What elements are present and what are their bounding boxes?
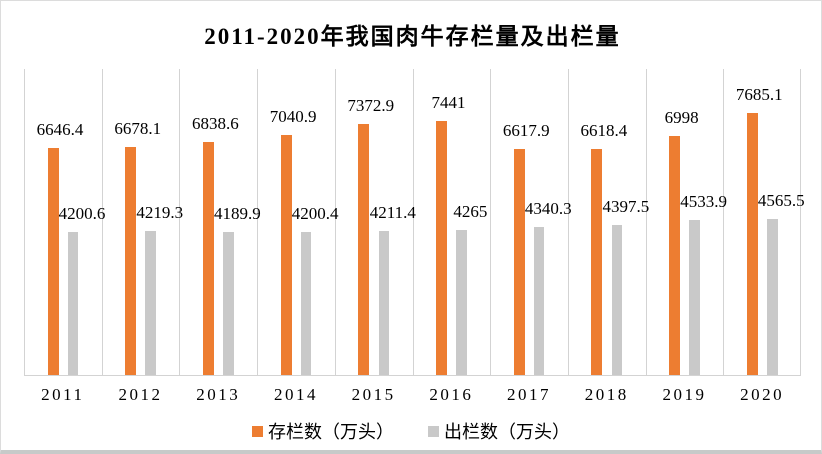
bar-slaughter-2019 [689, 220, 700, 375]
bar-label-slaughter-2019: 4533.9 [680, 192, 727, 212]
bar-stock-2012 [125, 147, 137, 375]
plot-area: 6646.4 6678.1 6838.6 7040.9 7372.9 7441 6617.9… [24, 69, 805, 376]
bar-label-stock-2020: 7685.1 [735, 84, 783, 104]
bar-label-slaughter-2017: 4340.3 [524, 198, 572, 218]
x-axis-label-2015: 2015 [351, 385, 396, 404]
bar-label-slaughter-2015: 4211.4 [369, 203, 416, 223]
bar-label-stock-2019: 6998 [664, 108, 699, 128]
legend-swatch-stock-icon [252, 425, 263, 437]
x-axis-label-2016: 2016 [429, 385, 474, 404]
bar-label-stock-2013: 6838.6 [192, 113, 239, 133]
gridline [413, 69, 414, 375]
bar-stock-2011 [47, 148, 59, 375]
x-axis-label-2019: 2019 [662, 385, 707, 404]
gridline [800, 69, 801, 375]
bar-slaughter-2012 [145, 231, 156, 375]
bar-label-stock-2012: 6678.1 [114, 119, 162, 139]
legend-swatch-slaughter-icon [428, 425, 439, 437]
legend-label-slaughter: 出栏数（万头） [444, 422, 570, 442]
gridline [723, 69, 724, 375]
x-axis-label-2012: 2012 [118, 385, 163, 404]
x-axis-label-2014: 2014 [273, 385, 318, 404]
legend-item-stock: 存栏数（万头） [252, 418, 394, 444]
gridline [257, 69, 258, 375]
x-axis-label-2013: 2013 [196, 385, 241, 404]
bar-slaughter-2018 [611, 225, 623, 375]
bar-label-slaughter-2013: 4189.9 [214, 204, 261, 224]
bar-label-stock-2015: 7372.9 [347, 95, 395, 115]
bar-label-stock-2016: 7441 [431, 93, 466, 113]
bar-slaughter-2020 [767, 219, 778, 375]
legend-label-stock: 存栏数（万头） [268, 422, 394, 442]
bar-stock-2015 [358, 123, 370, 375]
bar-stock-2014 [280, 134, 292, 375]
legend-item-slaughter: 出栏数（万头） [428, 418, 570, 444]
bar-label-slaughter-2011: 4200.6 [58, 203, 106, 223]
bar-slaughter-2011 [67, 231, 79, 375]
x-axis-label-2018: 2018 [584, 385, 629, 404]
bar-stock-2016 [436, 121, 447, 375]
gridline [335, 69, 336, 375]
bar-stock-2017 [513, 149, 525, 375]
chart-title: 2011-2020年我国肉牛存栏量及出栏量 [204, 24, 621, 49]
bar-label-stock-2014: 7040.9 [269, 106, 317, 126]
x-axis-label-2020: 2020 [740, 385, 785, 404]
bar-slaughter-2014 [300, 231, 312, 375]
gridline [179, 69, 180, 375]
gridline [568, 69, 569, 375]
bar-slaughter-2016 [456, 229, 467, 375]
bar-slaughter-2017 [533, 226, 545, 375]
bar-label-stock-2017: 6617.9 [502, 121, 550, 141]
bar-stock-2020 [746, 112, 758, 375]
bar-label-slaughter-2014: 4200.4 [291, 203, 339, 223]
bar-label-stock-2018: 6618.4 [580, 121, 628, 141]
gridline [24, 69, 25, 375]
bar-label-stock-2011: 6646.4 [36, 120, 84, 140]
bar-stock-2013 [202, 141, 214, 375]
bar-slaughter-2013 [223, 232, 234, 375]
bar-stock-2019 [669, 136, 681, 375]
bar-label-slaughter-2020: 4565.5 [757, 191, 805, 211]
gridline [490, 69, 491, 375]
bar-label-slaughter-2016: 4265 [453, 201, 488, 221]
bar-stock-2018 [591, 149, 603, 375]
x-axis-label-2017: 2017 [507, 385, 552, 404]
bar-slaughter-2015 [378, 231, 389, 375]
gridline [102, 69, 103, 375]
legend: 存栏数（万头） 出栏数（万头） [1, 418, 821, 444]
x-axis-label-2011: 2011 [41, 385, 85, 404]
bar-label-slaughter-2018: 4397.5 [602, 197, 650, 216]
bar-label-slaughter-2012: 4219.3 [136, 203, 184, 223]
gridline [646, 69, 647, 375]
